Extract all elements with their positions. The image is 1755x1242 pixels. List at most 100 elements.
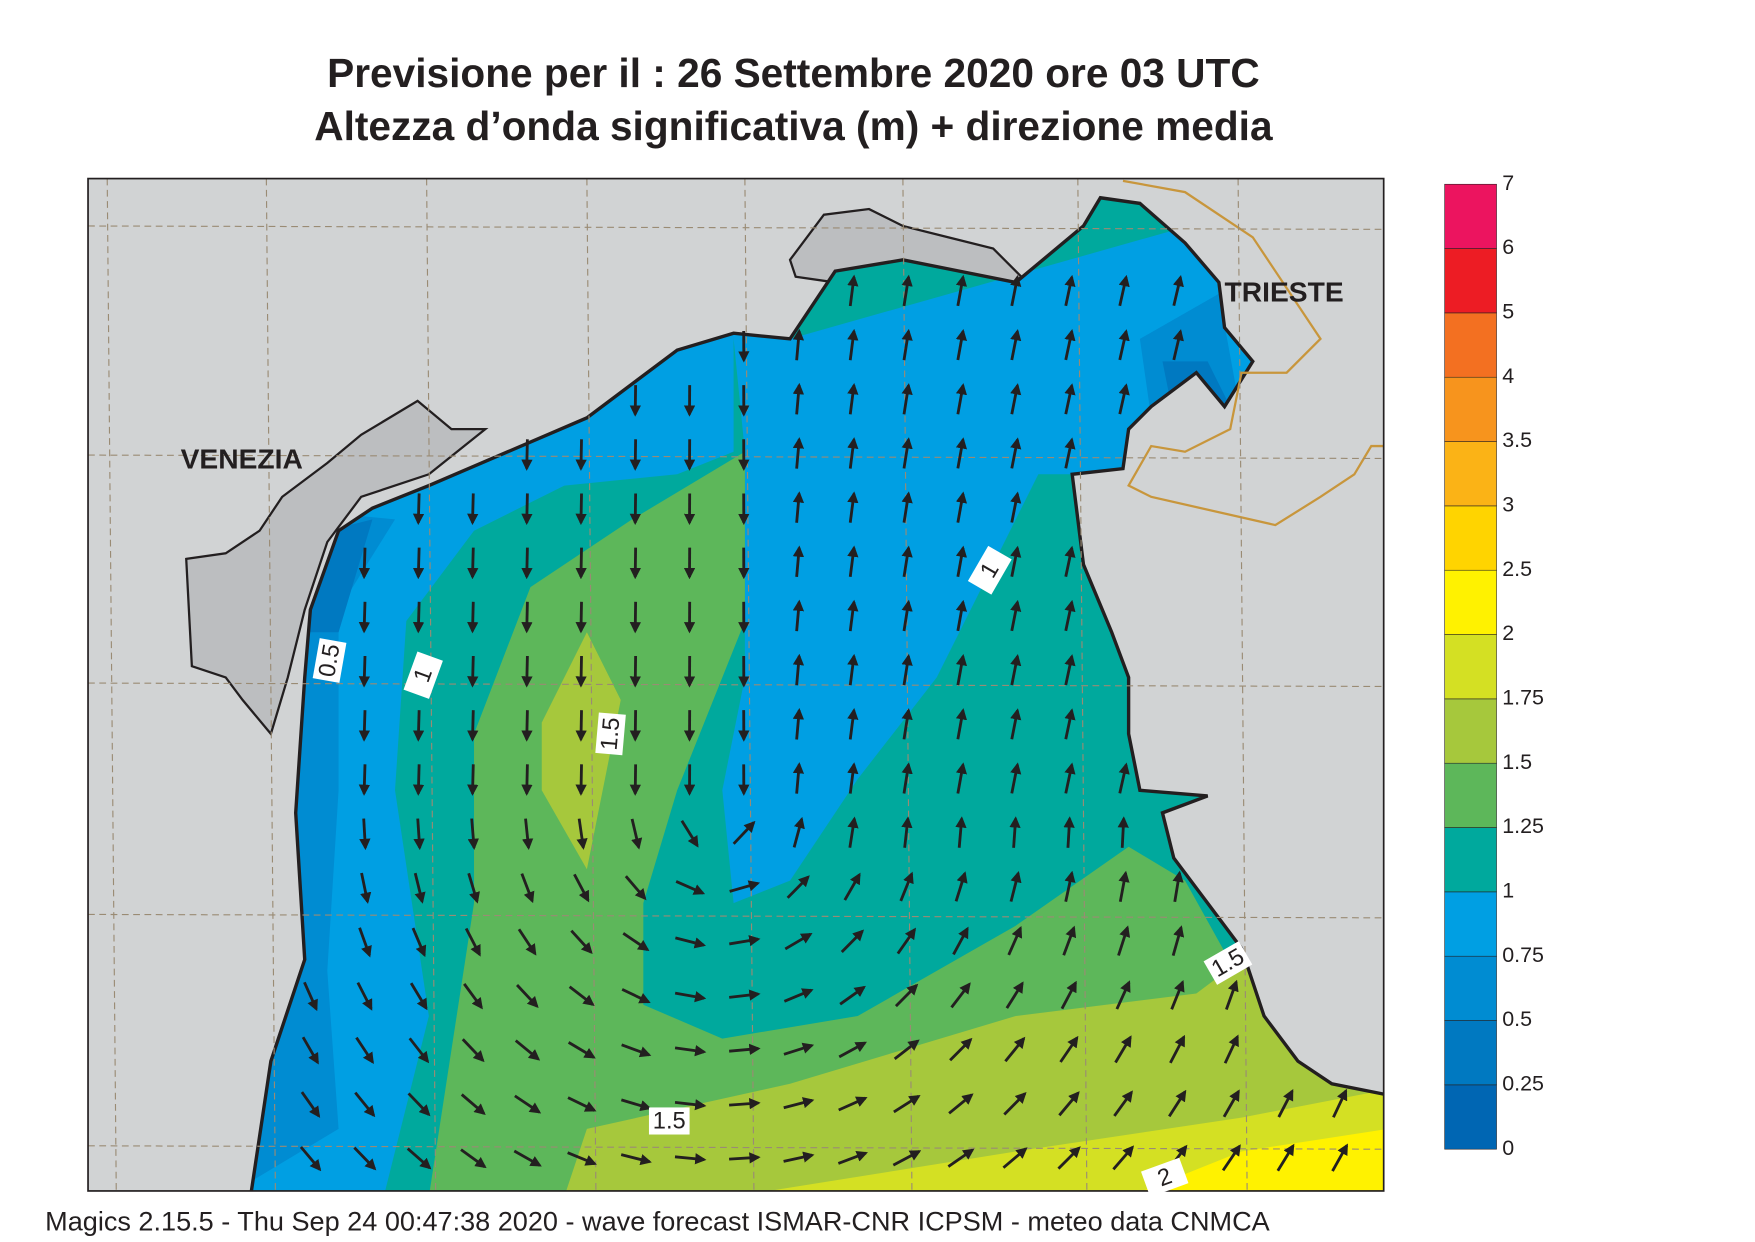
wave-arrow <box>847 382 859 415</box>
wave-arrow <box>1010 491 1022 523</box>
colorbar-segment <box>1444 891 1497 957</box>
colorbar-segment <box>1444 376 1497 442</box>
wave-arrow <box>1172 274 1184 307</box>
wave-arrow <box>1169 1034 1186 1064</box>
wave-arrow <box>896 927 916 955</box>
wave-arrow <box>360 872 372 904</box>
wave-arrow <box>521 547 533 580</box>
wave-arrow <box>624 875 647 901</box>
colorbar: 0 0.25 0.5 0.75 1 1.25 1.5 1.75 2 2.5 3 3.5 4 5 6 7 <box>1444 171 1544 1160</box>
border <box>1122 179 1384 527</box>
wave-arrow <box>783 1042 815 1056</box>
wave-arrow <box>630 818 643 850</box>
wave-arrow <box>514 1094 542 1114</box>
wave-arrow <box>847 599 859 632</box>
wave-arrow <box>783 1097 815 1110</box>
wave-arrow <box>1062 925 1077 956</box>
wave-arrow <box>1010 654 1022 686</box>
wave-arrow <box>521 601 533 634</box>
wave-arrow <box>358 547 371 580</box>
wave-arrow <box>1118 870 1130 903</box>
colorbar-segment <box>1444 698 1497 764</box>
wave-arrow <box>1064 708 1076 740</box>
wave-arrow <box>847 816 859 848</box>
wave-arrow <box>521 439 533 471</box>
wave-arrow <box>901 274 913 307</box>
wave-arrow <box>901 383 913 415</box>
wave-arrow <box>783 988 814 1003</box>
colorbar-segment <box>1444 569 1497 635</box>
wave-arrow <box>680 819 699 848</box>
wave-arrow <box>407 1092 431 1117</box>
wave-arrow <box>408 1037 430 1064</box>
wave-arrow <box>729 1152 761 1164</box>
wave-arrow <box>575 439 587 471</box>
wave-arrow <box>1170 979 1185 1010</box>
contour-label-box <box>312 638 347 683</box>
wave-arrow <box>1113 1090 1133 1117</box>
contour-label-box <box>648 1107 690 1135</box>
wave-arrow <box>1276 1143 1295 1172</box>
wave-arrow <box>467 655 479 688</box>
wave-arrow <box>1003 1092 1027 1116</box>
wave-arrow <box>520 873 535 904</box>
colorbar-label: 0 <box>1502 1136 1514 1160</box>
wave-arrow <box>413 818 425 851</box>
colorbar-segment <box>1444 248 1497 314</box>
colorbar-label: 1.75 <box>1502 686 1544 710</box>
wave-arrow <box>838 1041 867 1059</box>
wave-arrow <box>955 816 967 848</box>
wave-arrow <box>1225 979 1239 1010</box>
wave-arrow <box>1063 816 1075 848</box>
place-label: VENEZIA <box>181 443 303 475</box>
wave-arrow <box>949 1037 973 1062</box>
wave-arrow <box>901 545 913 578</box>
footer: Magics 2.15.5 - Thu Sep 24 00:47:38 2020… <box>45 1205 1270 1236</box>
wave-arrow <box>893 1095 921 1114</box>
colorbar-segment <box>1444 183 1497 249</box>
wave-arrow <box>901 816 913 848</box>
wave-arrow <box>840 929 865 953</box>
wave-arrow <box>467 818 479 851</box>
wave-arrow <box>1117 925 1131 956</box>
wave-arrow <box>622 932 650 952</box>
wave-arrow <box>570 929 593 955</box>
wave-arrow <box>901 599 913 632</box>
wave-arrow <box>412 493 425 526</box>
wave-arrow <box>1117 816 1129 848</box>
contour-label-text: 1.5 <box>597 716 626 751</box>
colorbar-segment <box>1444 1084 1497 1150</box>
wave-arrow <box>1064 870 1076 902</box>
wave-arrow <box>467 601 479 634</box>
wave-arrow <box>792 491 805 523</box>
wave-arrow <box>674 1045 707 1057</box>
wave-arrow <box>575 601 587 634</box>
wave-arrow <box>901 437 913 469</box>
wave-arrow <box>1118 762 1130 794</box>
wave-arrow <box>1168 1089 1187 1118</box>
subtitle: Altezza d’onda significativa (m) + direz… <box>314 103 1273 149</box>
wave-arrow <box>301 1036 319 1065</box>
wave-arrow <box>948 1093 974 1115</box>
wave-arrow <box>901 653 913 686</box>
wave-arrow <box>847 437 859 469</box>
wave-arrow <box>621 1043 652 1058</box>
colorbar-segment <box>1444 827 1497 893</box>
wave-arrow <box>792 707 805 740</box>
wave-arrow <box>1064 274 1076 307</box>
wave-arrow <box>1010 708 1022 740</box>
wave-arrow <box>1118 274 1130 307</box>
wave-arrow <box>467 493 479 526</box>
wave-arrow <box>1331 1143 1349 1172</box>
colorbar-label: 3.5 <box>1502 428 1532 452</box>
wave-arrow <box>1118 383 1130 415</box>
wave-arrow <box>1332 1088 1348 1118</box>
contour-label: 1 <box>967 545 1012 595</box>
contour-label: 2 <box>1141 1157 1189 1198</box>
wave-height-band <box>541 632 621 870</box>
wave-arrow <box>955 328 968 361</box>
wave-arrow <box>1057 1146 1081 1170</box>
contour-label: 0.5 <box>312 638 347 683</box>
wave-arrow <box>1172 870 1184 903</box>
